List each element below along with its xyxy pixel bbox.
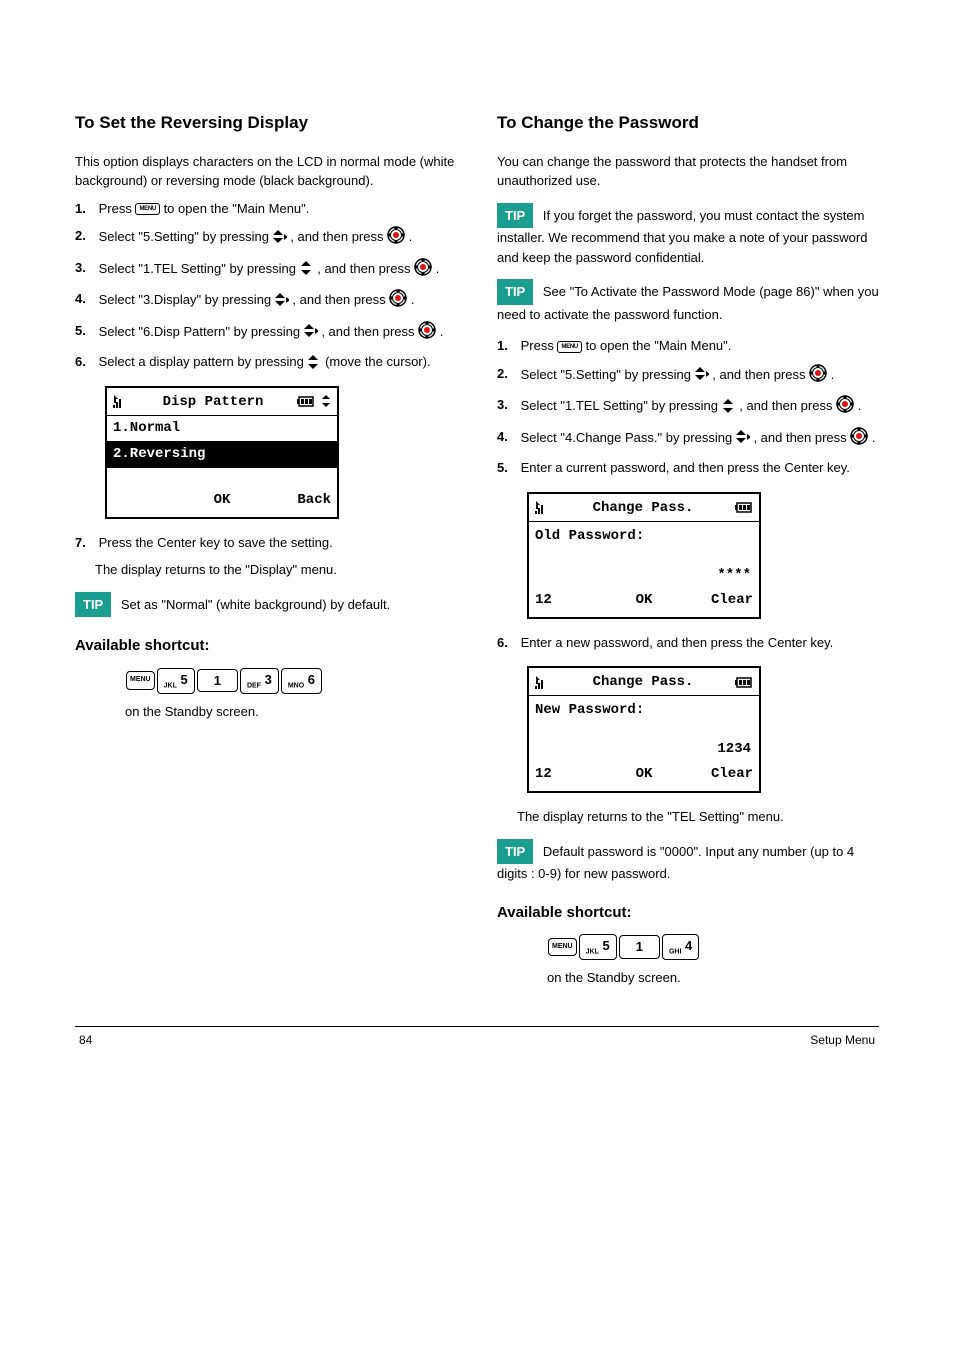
right-tip3: TIP Default password is "0000". Input an… (497, 839, 879, 884)
center-key-icon (809, 364, 827, 388)
tip-badge: TIP (497, 203, 533, 229)
center-key-icon (850, 427, 868, 451)
center-key-icon (389, 289, 407, 313)
right-intro: You can change the password that protect… (497, 152, 879, 191)
left-step-3: 3. Select "1.TEL Setting" by pressing , … (75, 258, 457, 282)
lcd-old-password: Change Pass. Old Password: **** 12 OK Cl… (527, 492, 761, 619)
left-step-7: 7. Press the Center key to save the sett… (75, 533, 457, 553)
right-step-4: 4. Select "4.Change Pass." by pressing ,… (497, 427, 879, 451)
tip-badge: TIP (75, 592, 111, 618)
left-shortcut-heading: Available shortcut: (75, 635, 457, 658)
tip-badge: TIP (497, 839, 533, 865)
right-step-1: 1. Press MENU to open the "Main Menu". (497, 336, 879, 356)
left-step-4: 4. Select "3.Display" by pressing , and … (75, 289, 457, 313)
battery-icon (735, 502, 753, 514)
right-shortcut-note: on the Standby screen. (547, 968, 879, 988)
lcd-row-reversing: 2.Reversing (107, 441, 337, 467)
menu-icon: MENU (135, 203, 159, 215)
signal-icon (535, 676, 551, 690)
right-tip1: TIP If you forget the password, you must… (497, 203, 879, 268)
lcd-disp-pattern: Disp Pattern 1.Normal 2.Reversing OK Bac… (105, 386, 339, 519)
right-step-5: 5. Enter a current password, and then pr… (497, 458, 879, 478)
footer-title: Setup Menu (810, 1033, 875, 1047)
menu-icon: MENU (557, 341, 581, 353)
lcd-row-normal: 1.Normal (107, 415, 337, 441)
right-step-3: 3. Select "1.TEL Setting" by pressing , … (497, 395, 879, 419)
page-footer: 84 Setup Menu (75, 1033, 879, 1047)
signal-icon (535, 501, 551, 515)
left-step-5: 5. Select "6.Disp Pattern" by pressing ,… (75, 321, 457, 345)
right-shortcut: MENUJKL 51GHI 4 (547, 934, 879, 960)
right-step-6: 6. Enter a new password, and then press … (497, 633, 879, 653)
right-column: To Change the Password You can change th… (497, 110, 879, 996)
right-shortcut-heading: Available shortcut: (497, 902, 879, 925)
page-number: 84 (79, 1033, 92, 1047)
center-key-icon (418, 321, 436, 345)
left-after7: The display returns to the "Display" men… (95, 560, 457, 580)
updown-icon (695, 367, 709, 383)
left-column: To Set the Reversing Display This option… (75, 110, 457, 996)
left-shortcut-note: on the Standby screen. (125, 702, 457, 722)
signal-icon (113, 395, 129, 409)
right-heading: To Change the Password (497, 110, 879, 136)
lcd-new-password: Change Pass. New Password: 1234 12 OK Cl… (527, 666, 761, 793)
updown-icon (321, 395, 331, 409)
left-step-2: 2. Select "5.Setting" by pressing , and … (75, 226, 457, 250)
updown-icon (736, 430, 750, 446)
center-key-icon (836, 395, 854, 419)
center-key-icon (414, 258, 432, 282)
right-tip2: TIP See "To Activate the Password Mode (… (497, 279, 879, 324)
battery-icon (735, 677, 753, 689)
left-intro: This option displays characters on the L… (75, 152, 457, 191)
left-heading: To Set the Reversing Display (75, 110, 457, 136)
updown-icon (275, 293, 289, 309)
battery-icon (297, 396, 315, 408)
center-key-icon (387, 226, 405, 250)
updown-icon (304, 324, 318, 340)
updown-icon (300, 261, 314, 277)
left-step-1: 1. Press MENU to open the "Main Menu". (75, 199, 457, 219)
tip-badge: TIP (497, 279, 533, 305)
left-shortcut: MENUJKL 51DEF 3MNO 6 (125, 668, 457, 694)
right-step-2: 2. Select "5.Setting" by pressing , and … (497, 364, 879, 388)
right-after6: The display returns to the "TEL Setting"… (517, 807, 879, 827)
updown-icon (307, 355, 321, 371)
left-tip: TIP Set as "Normal" (white background) b… (75, 592, 457, 618)
updown-icon (722, 399, 736, 415)
updown-icon (273, 230, 287, 246)
footer-divider (75, 1026, 879, 1027)
left-step-6: 6. Select a display pattern by pressing … (75, 352, 457, 372)
